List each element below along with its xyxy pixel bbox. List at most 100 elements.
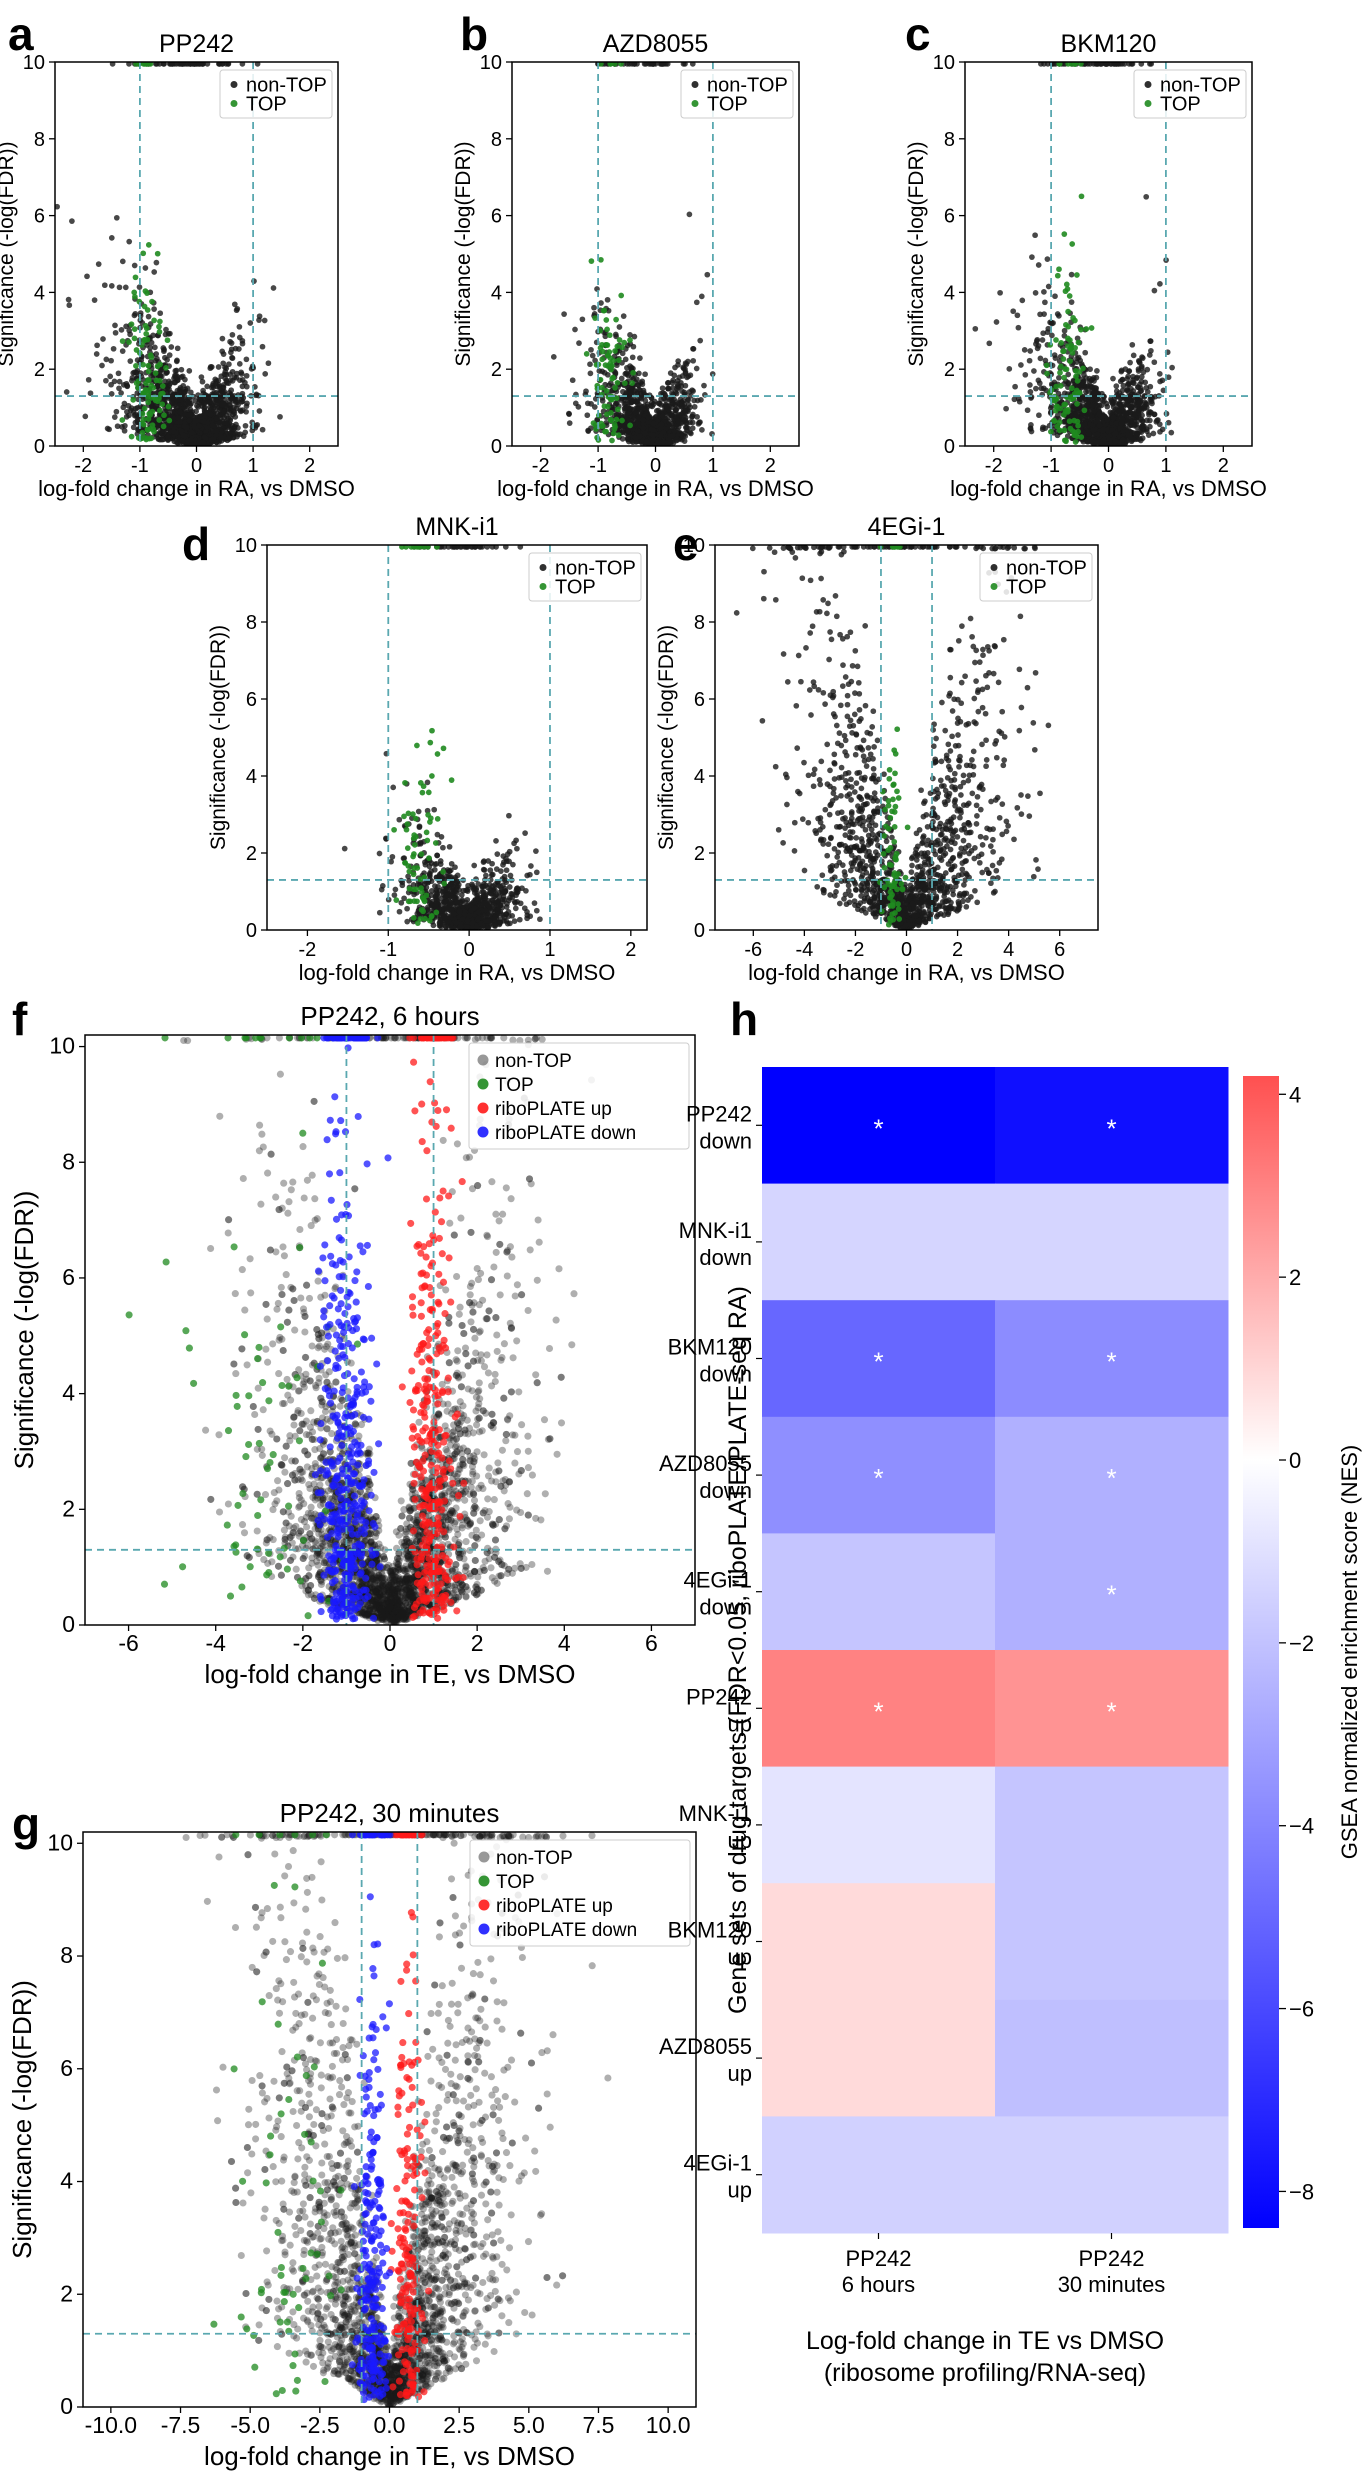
chart-title: AZD8055 — [603, 30, 709, 58]
point-top — [599, 356, 606, 363]
point-non-top — [612, 331, 619, 338]
point-non-top — [561, 311, 567, 317]
point-non-top — [566, 420, 573, 426]
point-non-top — [169, 409, 176, 415]
point-top — [132, 274, 139, 281]
point-non-top — [690, 357, 697, 364]
point-non-top — [108, 283, 115, 289]
point-top — [583, 351, 590, 357]
point-non-top — [1130, 377, 1136, 383]
point-non-top — [126, 412, 132, 419]
point-non-top — [1094, 431, 1101, 438]
point-non-top — [471, 862, 478, 869]
point-non-top — [1113, 62, 1120, 67]
point-non-top — [235, 401, 241, 408]
point-non-top — [231, 425, 238, 432]
point-top — [605, 352, 611, 359]
point-non-top — [244, 400, 250, 407]
x-tick-label: 0 — [191, 455, 202, 477]
point-top — [156, 329, 163, 335]
point-non-top — [187, 389, 194, 396]
point-non-top — [531, 900, 538, 906]
point-non-top — [196, 422, 203, 429]
point-non-top — [452, 864, 458, 871]
point-non-top — [624, 428, 631, 434]
point-top — [1074, 272, 1080, 278]
x-tick-label: -1 — [1042, 455, 1060, 477]
point-non-top — [157, 429, 163, 435]
point-non-top — [1088, 414, 1095, 421]
point-non-top — [972, 325, 979, 332]
point-non-top — [681, 389, 688, 396]
point-non-top — [1103, 400, 1110, 407]
point-non-top — [1134, 431, 1141, 437]
point-non-top — [1068, 299, 1075, 305]
point-non-top — [222, 402, 229, 409]
point-non-top — [103, 377, 109, 384]
point-non-top — [95, 261, 102, 267]
point-non-top — [215, 377, 222, 384]
point-non-top — [1027, 348, 1034, 354]
point-non-top — [153, 259, 160, 266]
y-tick-label: 8 — [491, 129, 502, 151]
point-non-top — [1048, 403, 1055, 409]
point-non-top — [631, 62, 638, 67]
point-non-top — [986, 340, 993, 347]
point-non-top — [187, 406, 194, 413]
point-non-top — [228, 340, 235, 346]
point-non-top — [1015, 324, 1022, 331]
point-non-top — [634, 427, 641, 434]
point-non-top — [1139, 418, 1146, 425]
point-non-top — [204, 423, 211, 430]
point-non-top — [183, 424, 190, 431]
point-non-top — [625, 438, 632, 445]
point-non-top — [160, 62, 167, 67]
point-non-top — [1093, 402, 1100, 409]
point-non-top — [108, 235, 115, 241]
legend-entry: TOP — [1160, 94, 1201, 116]
point-non-top — [1037, 355, 1044, 362]
point-top — [613, 316, 619, 323]
point-non-top — [1126, 368, 1133, 374]
point-non-top — [153, 351, 160, 357]
point-top — [159, 401, 166, 408]
point-top — [606, 332, 613, 339]
point-non-top — [1120, 382, 1127, 389]
point-non-top — [689, 62, 696, 67]
point-non-top — [1041, 62, 1047, 67]
point-non-top — [181, 401, 188, 407]
point-top — [161, 412, 167, 419]
point-top — [610, 374, 616, 381]
point-non-top — [1141, 399, 1148, 406]
point-non-top — [1134, 418, 1141, 425]
point-top — [1065, 308, 1071, 315]
point-top — [603, 428, 609, 435]
point-top — [156, 323, 162, 330]
point-non-top — [1062, 418, 1069, 425]
points-layer — [972, 62, 1175, 446]
point-non-top — [1147, 423, 1153, 430]
point-non-top — [406, 877, 412, 884]
point-non-top — [658, 432, 664, 439]
point-non-top — [133, 369, 140, 376]
point-non-top — [1169, 364, 1175, 371]
point-non-top — [1083, 383, 1090, 390]
point-non-top — [681, 413, 688, 419]
point-non-top — [680, 62, 687, 67]
point-non-top — [506, 812, 512, 819]
point-non-top — [696, 419, 703, 426]
point-top — [588, 258, 595, 264]
point-non-top — [132, 310, 139, 317]
point-non-top — [1019, 297, 1026, 304]
point-non-top — [94, 342, 100, 349]
point-top — [140, 250, 147, 257]
point-top — [1056, 427, 1063, 434]
point-top — [157, 318, 163, 325]
point-non-top — [667, 433, 674, 440]
point-non-top — [1095, 411, 1102, 417]
point-non-top — [659, 385, 666, 392]
point-top — [1056, 266, 1062, 273]
point-non-top — [670, 377, 676, 384]
point-non-top — [1168, 429, 1175, 436]
